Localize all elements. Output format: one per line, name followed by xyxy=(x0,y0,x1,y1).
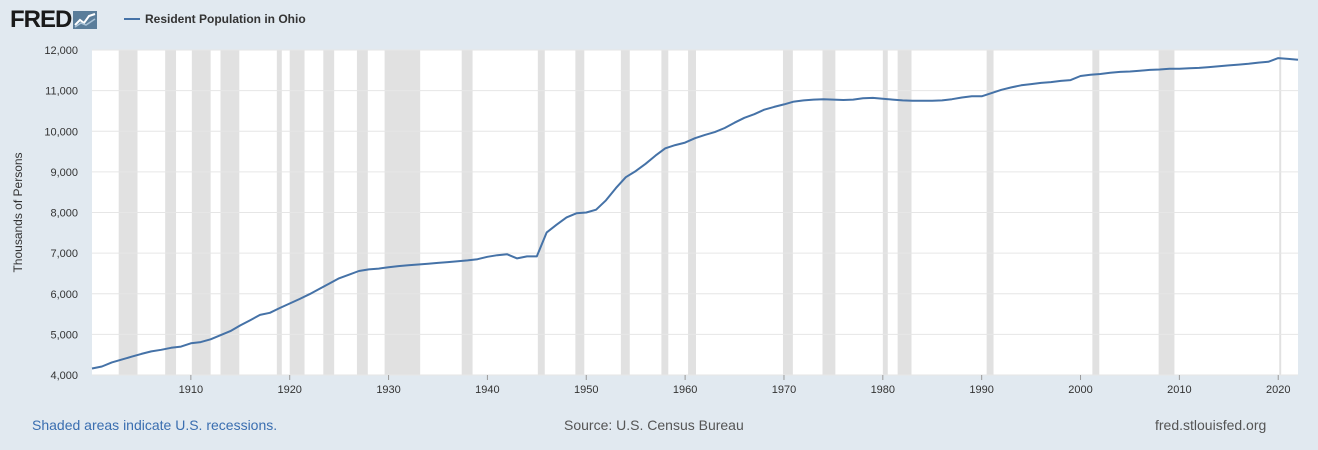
y-axis-label: Thousands of Persons xyxy=(11,152,25,272)
y-tick-label: 6,000 xyxy=(50,289,78,301)
x-tick-label: 1910 xyxy=(179,384,203,396)
x-tick-label: 2010 xyxy=(1167,384,1191,396)
x-tick-label: 1980 xyxy=(871,384,895,396)
y-tick-label: 10,000 xyxy=(44,126,78,138)
y-tick-label: 12,000 xyxy=(44,45,78,57)
y-tick-label: 8,000 xyxy=(50,208,78,220)
gridlines xyxy=(92,49,1298,376)
x-tick-label: 2020 xyxy=(1266,384,1290,396)
x-tick-label: 1960 xyxy=(673,384,697,396)
x-tick-label: 1970 xyxy=(772,384,796,396)
legend-label: Resident Population in Ohio xyxy=(145,12,306,26)
site-link[interactable]: fred.stlouisfed.org xyxy=(1155,417,1267,433)
x-tick-label: 1920 xyxy=(277,384,301,396)
series-layer xyxy=(91,57,1299,370)
y-tick-label: 11,000 xyxy=(45,86,78,98)
recession-note-link[interactable]: Shaded areas indicate U.S. recessions. xyxy=(32,417,278,433)
y-tick-label: 9,000 xyxy=(50,167,78,179)
x-tick-label: 2000 xyxy=(1068,384,1092,396)
chart[interactable]: 4,000 5,000 6,000 7,000 8,000 9,000 10,000 11,0… xyxy=(0,0,1318,410)
axis-ticks: 4,000 5,000 6,000 7,000 8,000 9,000 10,000 11,0… xyxy=(44,45,1290,396)
x-tick-label: 1950 xyxy=(574,384,598,396)
fred-logo[interactable]: FRED xyxy=(10,6,98,34)
source-text: Source: U.S. Census Bureau xyxy=(564,417,744,433)
y-tick-label: 4,000 xyxy=(50,370,78,382)
chart-line-icon xyxy=(73,11,98,29)
x-tick-label: 1990 xyxy=(969,384,993,396)
y-tick-label: 5,000 xyxy=(50,329,78,341)
x-tick-label: 1940 xyxy=(475,384,499,396)
chart-legend: Resident Population in Ohio xyxy=(124,12,306,26)
y-tick-label: 7,000 xyxy=(50,248,78,260)
series-line[interactable] xyxy=(91,57,1299,370)
legend-swatch xyxy=(124,18,140,20)
x-tick-label: 1930 xyxy=(376,384,400,396)
fred-logo-text: FRED xyxy=(10,6,72,33)
